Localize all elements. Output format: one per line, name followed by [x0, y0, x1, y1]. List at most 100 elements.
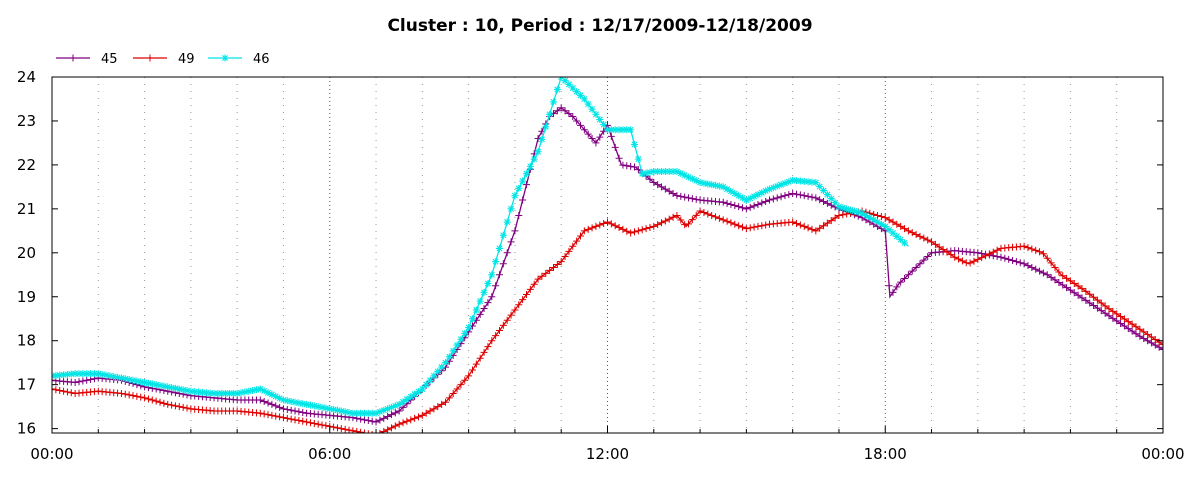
data-point	[854, 208, 862, 216]
data-point	[781, 179, 789, 187]
data-point	[1086, 299, 1094, 307]
data-point	[511, 306, 519, 314]
data-point	[623, 162, 631, 170]
data-point	[1047, 259, 1055, 267]
data-point	[835, 203, 843, 211]
data-point	[202, 389, 210, 397]
data-point	[739, 194, 747, 202]
data-point	[249, 387, 257, 395]
data-point	[384, 426, 392, 433]
data-point	[766, 185, 774, 193]
data-point	[565, 247, 573, 255]
data-point	[877, 220, 885, 228]
data-point	[1012, 258, 1020, 266]
data-point	[993, 252, 1001, 260]
data-point	[553, 85, 561, 93]
data-point	[399, 398, 407, 406]
data-point	[156, 398, 164, 406]
data-point	[371, 430, 373, 433]
data-point	[52, 386, 60, 394]
data-point	[1082, 296, 1090, 304]
data-point	[1020, 260, 1028, 268]
data-point	[561, 107, 569, 115]
data-point	[592, 222, 600, 230]
data-point	[291, 416, 299, 424]
data-point	[793, 220, 801, 228]
data-point	[503, 218, 511, 226]
data-point	[677, 169, 685, 177]
data-point	[746, 203, 754, 211]
data-point	[634, 227, 642, 235]
data-point	[67, 389, 75, 397]
data-point	[808, 178, 816, 186]
data-point	[245, 387, 253, 395]
data-point	[1039, 269, 1047, 277]
data-point	[376, 408, 384, 416]
data-point	[634, 155, 642, 163]
data-point	[565, 80, 573, 88]
data-point	[827, 195, 835, 203]
data-point	[418, 411, 426, 419]
data-point	[56, 387, 64, 395]
data-point	[121, 390, 129, 398]
data-point	[785, 191, 793, 199]
data-point	[754, 191, 762, 199]
data-point	[360, 409, 368, 417]
x-tick-label: 00:00	[30, 445, 73, 463]
data-point	[1059, 281, 1067, 289]
data-point	[673, 211, 681, 219]
data-point	[557, 258, 565, 266]
data-point	[681, 193, 689, 201]
data-point	[222, 389, 230, 397]
data-point	[600, 220, 608, 228]
data-point	[661, 167, 669, 175]
data-point	[769, 195, 777, 203]
data-point	[673, 167, 681, 175]
data-point	[507, 311, 515, 319]
data-point	[739, 204, 747, 212]
data-point	[573, 237, 581, 245]
data-point	[218, 389, 226, 397]
data-point	[318, 403, 326, 411]
data-point	[619, 161, 627, 169]
data-point	[310, 419, 318, 427]
data-point	[171, 402, 179, 410]
data-point	[646, 224, 654, 232]
data-point	[276, 394, 284, 402]
data-point	[476, 310, 484, 318]
data-point	[75, 378, 83, 386]
data-point	[669, 213, 677, 221]
data-point	[326, 405, 334, 413]
data-point	[1055, 278, 1063, 286]
data-point	[712, 181, 720, 189]
data-point	[916, 260, 924, 268]
data-point	[299, 417, 307, 425]
data-point	[457, 381, 465, 389]
data-point	[403, 417, 411, 425]
data-point	[715, 182, 723, 190]
data-point	[1144, 330, 1152, 338]
data-point	[225, 389, 233, 397]
data-point	[997, 253, 1005, 261]
data-point	[411, 390, 419, 398]
data-point	[661, 185, 669, 193]
chart-title: Cluster : 10, Period : 12/17/2009-12/18/…	[387, 16, 812, 36]
data-point	[1159, 345, 1163, 353]
data-point	[283, 397, 291, 405]
data-point	[916, 232, 924, 240]
data-point	[1024, 262, 1032, 270]
data-point	[303, 400, 311, 408]
data-point	[700, 179, 708, 187]
data-point	[580, 227, 588, 235]
data-point	[229, 389, 237, 397]
data-point	[650, 222, 658, 230]
data-point	[692, 195, 700, 203]
data-point	[723, 217, 731, 225]
y-tick-label: 16	[17, 420, 36, 438]
data-point	[669, 189, 677, 197]
data-point	[368, 417, 376, 425]
data-point	[1066, 277, 1074, 285]
data-point	[858, 209, 866, 217]
data-point	[175, 403, 183, 411]
data-point	[1151, 336, 1159, 344]
